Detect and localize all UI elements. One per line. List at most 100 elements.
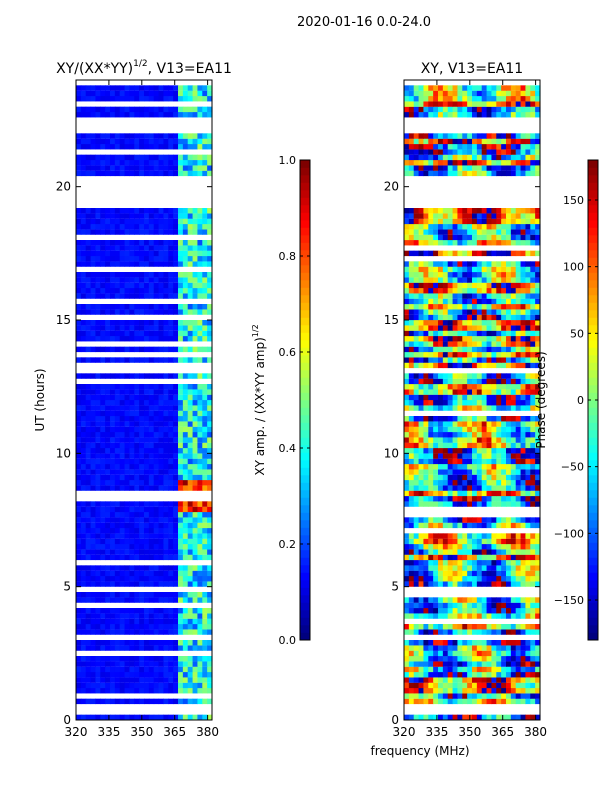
heatmap-cell bbox=[100, 165, 105, 170]
heatmap-cell bbox=[163, 171, 168, 176]
heatmap-cell bbox=[197, 645, 202, 650]
heatmap-cell bbox=[462, 629, 467, 634]
heatmap-cell bbox=[491, 651, 496, 656]
heatmap-cell bbox=[76, 171, 81, 176]
heatmap-cell bbox=[178, 229, 183, 234]
heatmap-cell bbox=[482, 656, 487, 661]
heatmap-cell bbox=[129, 555, 134, 560]
heatmap-cell bbox=[125, 469, 130, 474]
heatmap-cell bbox=[438, 341, 443, 346]
heatmap-cell bbox=[110, 453, 115, 458]
heatmap-cell bbox=[163, 523, 168, 528]
heatmap-cell bbox=[100, 464, 105, 469]
heatmap-cell bbox=[105, 411, 110, 416]
heatmap-cell bbox=[501, 357, 506, 362]
heatmap-cell bbox=[134, 325, 139, 330]
heatmap-cell bbox=[462, 315, 467, 320]
heatmap-cell bbox=[487, 240, 492, 245]
heatmap-cell bbox=[154, 544, 159, 549]
heatmap-cell bbox=[487, 155, 492, 160]
heatmap-cell bbox=[163, 581, 168, 586]
heatmap-cell bbox=[491, 320, 496, 325]
heatmap-cell bbox=[462, 480, 467, 485]
heatmap-cell bbox=[149, 133, 154, 138]
heatmap-cell bbox=[438, 283, 443, 288]
heatmap-cell bbox=[110, 421, 115, 426]
heatmap-cell bbox=[472, 299, 477, 304]
heatmap-cell bbox=[115, 581, 120, 586]
heatmap-cell bbox=[404, 677, 409, 682]
heatmap-cell bbox=[496, 693, 501, 698]
heatmap-cell bbox=[462, 603, 467, 608]
heatmap-cell bbox=[91, 416, 96, 421]
heatmap-cell bbox=[115, 208, 120, 213]
heatmap-cell bbox=[516, 240, 521, 245]
heatmap-cell bbox=[467, 464, 472, 469]
heatmap-cell bbox=[134, 320, 139, 325]
heatmap-cell bbox=[521, 224, 526, 229]
heatmap-cell bbox=[409, 523, 414, 528]
heatmap-cell bbox=[448, 683, 453, 688]
heatmap-cell bbox=[125, 475, 130, 480]
heatmap-cell bbox=[129, 661, 134, 666]
heatmap-cell bbox=[443, 149, 448, 154]
heatmap-cell bbox=[168, 576, 173, 581]
heatmap-cell bbox=[163, 528, 168, 533]
heatmap-cell bbox=[530, 261, 535, 266]
heatmap-cell bbox=[433, 533, 438, 538]
heatmap-cell bbox=[86, 528, 91, 533]
heatmap-cell bbox=[86, 288, 91, 293]
heatmap-cell bbox=[197, 272, 202, 277]
heatmap-cell bbox=[428, 341, 433, 346]
heatmap-cell bbox=[115, 165, 120, 170]
heatmap-cell bbox=[144, 549, 149, 554]
heatmap-cell bbox=[448, 304, 453, 309]
heatmap-cell bbox=[173, 208, 178, 213]
heatmap-cell bbox=[525, 213, 530, 218]
heatmap-cell bbox=[144, 85, 149, 90]
heatmap-cell bbox=[178, 512, 183, 517]
heatmap-cell bbox=[423, 373, 428, 378]
heatmap-cell bbox=[159, 523, 164, 528]
heatmap-cell bbox=[453, 480, 458, 485]
heatmap-cell bbox=[496, 523, 501, 528]
heatmap-cell bbox=[100, 480, 105, 485]
heatmap-cell bbox=[516, 560, 521, 565]
heatmap-cell bbox=[183, 683, 188, 688]
heatmap-cell bbox=[188, 608, 193, 613]
heatmap-cell bbox=[129, 667, 134, 672]
heatmap-cell bbox=[110, 555, 115, 560]
heatmap-cell bbox=[173, 283, 178, 288]
heatmap-cell bbox=[511, 608, 516, 613]
heatmap-cell bbox=[125, 347, 130, 352]
heatmap-cell bbox=[139, 144, 144, 149]
heatmap-cell bbox=[163, 373, 168, 378]
heatmap-cell bbox=[443, 453, 448, 458]
heatmap-cell bbox=[163, 469, 168, 474]
heatmap-cell bbox=[443, 395, 448, 400]
heatmap-cell bbox=[453, 165, 458, 170]
heatmap-cell bbox=[457, 427, 462, 432]
heatmap-cell bbox=[404, 251, 409, 256]
heatmap-cell bbox=[149, 165, 154, 170]
heatmap-cell bbox=[197, 384, 202, 389]
heatmap-cell bbox=[110, 608, 115, 613]
heatmap-cell bbox=[487, 389, 492, 394]
heatmap-cell bbox=[482, 171, 487, 176]
heatmap-cell bbox=[197, 139, 202, 144]
heatmap-cell bbox=[188, 384, 193, 389]
heatmap-cell bbox=[110, 549, 115, 554]
heatmap-cell bbox=[525, 629, 530, 634]
heatmap-cell bbox=[178, 475, 183, 480]
heatmap-cell bbox=[76, 416, 81, 421]
heatmap-cell bbox=[477, 688, 482, 693]
heatmap-cell bbox=[120, 283, 125, 288]
heatmap-cell bbox=[433, 549, 438, 554]
heatmap-cell bbox=[110, 144, 115, 149]
heatmap-cell bbox=[91, 85, 96, 90]
heatmap-cell bbox=[105, 512, 110, 517]
heatmap-cell bbox=[482, 251, 487, 256]
heatmap-cell bbox=[144, 667, 149, 672]
heatmap-cell bbox=[482, 347, 487, 352]
heatmap-cell bbox=[467, 379, 472, 384]
